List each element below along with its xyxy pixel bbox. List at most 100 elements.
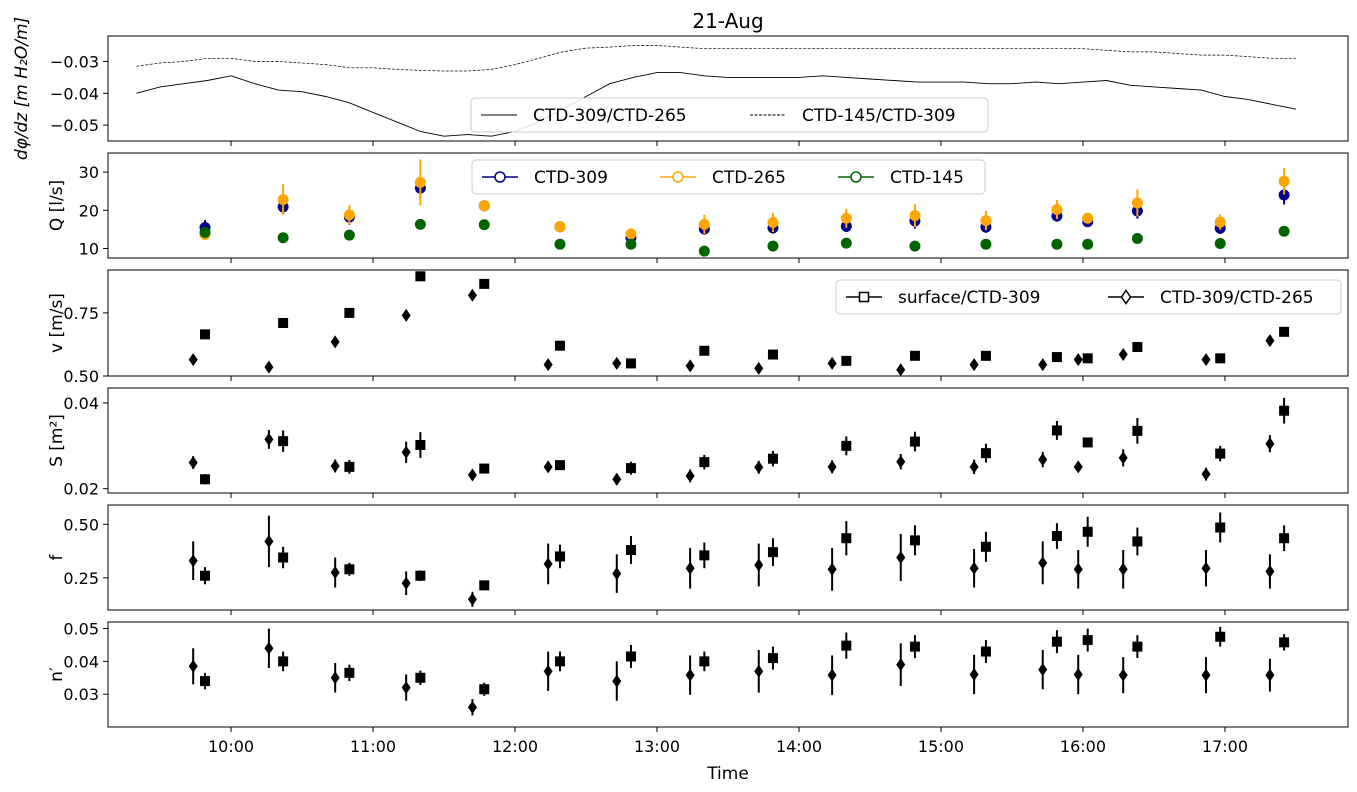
x-tick-label: 12:00 [492, 737, 538, 756]
data-point [896, 551, 906, 564]
data-point [827, 460, 837, 474]
legend-box [835, 279, 1342, 315]
data-point [264, 360, 274, 374]
data-point [277, 194, 289, 206]
y-axis-label: Q [l/s] [47, 180, 67, 231]
data-point [754, 361, 764, 375]
data-point [1118, 668, 1128, 682]
y-tick-label: 0.05 [63, 620, 99, 639]
series-ctd-309-ctd-265 [188, 430, 1275, 486]
data-point [278, 318, 289, 328]
legend: surface/CTD-309 CTD-309/CTD-265 [835, 279, 1342, 315]
data-point [699, 550, 710, 561]
data-point [625, 238, 637, 250]
data-point [1073, 353, 1083, 367]
data-point [896, 363, 906, 376]
data-point [1278, 189, 1290, 201]
y-tick-label: 0.50 [63, 367, 99, 386]
legend-marker [858, 291, 870, 303]
y-tick-label: 0.04 [63, 394, 99, 413]
figure-title: 21-Aug [692, 9, 763, 33]
data-point [1082, 212, 1094, 224]
series-ctd-309-ctd-265 [136, 72, 1296, 137]
panel-3: 0.50 0.75v [m/s] surface/CTD-309 CTD-309/CT… [47, 269, 1349, 386]
data-point [554, 340, 565, 351]
y-axis-label: S [m²] [47, 414, 67, 467]
data-point [401, 308, 411, 322]
data-point [278, 436, 289, 447]
data-point [479, 580, 490, 591]
data-point [969, 561, 979, 575]
data-point [467, 288, 477, 302]
data-point [467, 700, 477, 714]
data-point [1082, 437, 1093, 448]
data-point [909, 240, 921, 252]
data-point [401, 681, 411, 695]
data-point [543, 460, 553, 474]
data-point [479, 278, 490, 289]
legend: CTD-309 CTD-265 CTD-145 [471, 159, 986, 195]
legend-label: CTD-265 [712, 168, 786, 188]
y-tick-label: 0.75 [63, 304, 99, 323]
data-point [827, 562, 837, 576]
data-point [840, 212, 852, 224]
series-surface-ctd-309 [200, 512, 1290, 591]
plot-area [188, 626, 1290, 716]
data-point [1265, 564, 1275, 578]
data-point [401, 576, 411, 590]
y-tick-label: −0.03 [50, 52, 99, 71]
data-point [980, 541, 991, 552]
data-point [698, 218, 710, 230]
data-point [330, 671, 340, 685]
data-point [1038, 556, 1048, 570]
panels: −0.05 −0.04 −0.03 dφ/dz [m H₂O/m] CTD-309/CT… [12, 17, 1349, 756]
legend-marker [850, 171, 862, 183]
data-point [414, 176, 426, 188]
series-line [136, 72, 1296, 137]
data-point [188, 659, 198, 673]
data-point [415, 440, 426, 450]
data-point [1132, 425, 1143, 436]
data-point [1215, 522, 1226, 533]
data-point [612, 674, 622, 688]
data-point [479, 463, 490, 474]
plot-area [188, 512, 1290, 607]
y-tick-label: 20 [79, 201, 99, 220]
x-tick-label: 11:00 [350, 737, 396, 756]
x-tick-label: 15:00 [918, 737, 964, 756]
data-point [1278, 225, 1290, 237]
panel-1: −0.05 −0.04 −0.03 dφ/dz [m H₂O/m] CTD-309/CT… [12, 17, 1349, 160]
data-point [754, 664, 764, 678]
data-point [1073, 460, 1083, 474]
y-tick-label: 0.02 [63, 480, 99, 499]
data-point [554, 656, 565, 667]
data-point [1132, 341, 1143, 352]
data-point [625, 651, 636, 662]
data-point [1038, 663, 1048, 677]
data-point [554, 221, 566, 233]
axes-frame [107, 269, 1349, 377]
data-point [1082, 238, 1094, 250]
data-point [554, 460, 565, 471]
data-point [1279, 533, 1290, 544]
data-point [1131, 197, 1143, 209]
data-point [1073, 668, 1083, 681]
data-point [344, 667, 355, 678]
data-point [543, 664, 553, 678]
data-point [478, 200, 490, 212]
legend-marker [1120, 289, 1132, 305]
data-point [841, 355, 852, 366]
series-surface-ctd-309 [200, 397, 1290, 485]
data-point [1201, 668, 1211, 682]
data-point [415, 570, 426, 581]
data-point [625, 358, 636, 369]
data-point [1279, 405, 1290, 416]
legend-box [470, 97, 989, 133]
data-point [685, 359, 695, 373]
data-point [625, 228, 637, 240]
panel-4: 0.02 0.04S [m²] [47, 387, 1349, 499]
axes-frame [107, 621, 1349, 728]
data-point [543, 557, 553, 571]
panel-5: 0.25 0.50 f [47, 504, 1349, 615]
data-point [1279, 326, 1290, 337]
